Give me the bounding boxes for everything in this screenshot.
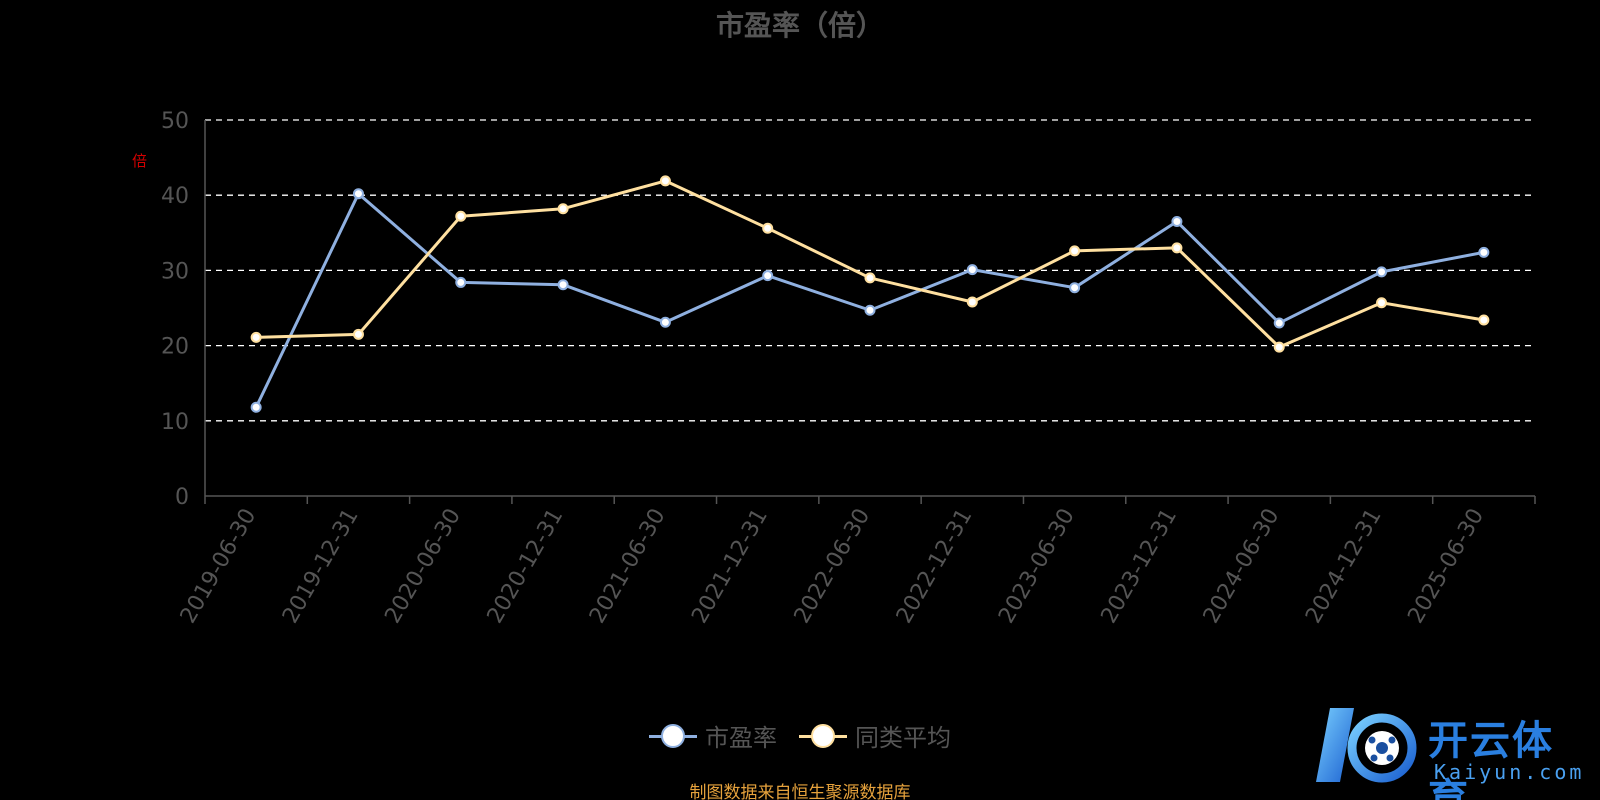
y-tick-label-40: 40 xyxy=(161,184,189,209)
kaiyun-logo-english-text: Kaiyun.com xyxy=(1434,760,1585,784)
chart-title: 市盈率（倍） xyxy=(715,9,884,42)
legend-dot-pe xyxy=(661,723,685,748)
y-tick-label-20: 20 xyxy=(161,335,189,360)
y-tick-label-30: 30 xyxy=(161,259,189,284)
data-point-peer-average-2025-06-30 xyxy=(1478,314,1490,326)
data-point-peer-average-2023-12-31 xyxy=(1171,242,1183,254)
data-point-pe-2023-12-31 xyxy=(1171,216,1183,228)
x-tick-label-2019-12-31: 2019-12-31 xyxy=(278,505,364,628)
legend-dot-peer-average xyxy=(811,723,835,748)
x-tick-label-2021-06-30: 2021-06-30 xyxy=(585,505,671,628)
data-point-pe-2019-06-30 xyxy=(250,401,262,413)
y-tick-label-10: 10 xyxy=(161,410,189,435)
x-tick-label-2024-06-30: 2024-06-30 xyxy=(1199,505,1285,628)
data-point-peer-average-2023-06-30 xyxy=(1069,245,1081,257)
data-point-pe-2019-12-31 xyxy=(352,188,364,200)
kaiyun-logo-chinese-text: 开云体育 xyxy=(1428,718,1554,800)
data-point-peer-average-2021-12-31 xyxy=(762,222,774,234)
data-point-peer-average-2020-12-31 xyxy=(557,203,569,215)
y-axis-unit-label: 倍 xyxy=(132,152,148,170)
x-tick-label-2022-06-30: 2022-06-30 xyxy=(790,505,876,628)
data-point-pe-2022-12-31 xyxy=(966,264,978,276)
data-point-peer-average-2024-06-30 xyxy=(1273,341,1285,353)
kaiyun-logo: 开云体育 Kaiyun.com xyxy=(1310,700,1590,800)
x-tick-label-2019-06-30: 2019-06-30 xyxy=(176,505,262,628)
x-tick-label-2025-06-30: 2025-06-30 xyxy=(1403,505,1489,628)
x-tick-label-2023-06-30: 2023-06-30 xyxy=(994,505,1080,628)
x-tick-label-2021-12-31: 2021-12-31 xyxy=(687,505,773,628)
data-point-peer-average-2024-12-31 xyxy=(1376,297,1388,309)
data-point-pe-2024-12-31 xyxy=(1376,266,1388,278)
legend-label-pe: 市盈率 xyxy=(705,724,777,752)
data-point-pe-2021-12-31 xyxy=(762,270,774,282)
data-point-peer-average-2019-06-30 xyxy=(250,331,262,343)
legend-symbol-pe xyxy=(649,723,697,748)
legend-item-peer-average[interactable]: 同类平均 xyxy=(799,718,951,753)
x-tick-label-2022-12-31: 2022-12-31 xyxy=(892,504,978,627)
data-point-pe-2023-06-30 xyxy=(1069,282,1081,294)
series-line-pe xyxy=(254,192,1485,408)
data-point-pe-2024-06-30 xyxy=(1273,317,1285,329)
x-tick-label-2024-12-31: 2024-12-31 xyxy=(1301,505,1387,628)
x-tick-label-2020-06-30: 2020-06-30 xyxy=(380,505,466,628)
data-point-pe-2022-06-30 xyxy=(864,304,876,316)
kaiyun-logo-icon xyxy=(1316,708,1417,783)
data-point-pe-2021-06-30 xyxy=(659,316,671,328)
x-tick-label-2023-12-31: 2023-12-31 xyxy=(1097,505,1183,628)
chart-legend: 市盈率 同类平均 xyxy=(0,718,1600,753)
data-point-pe-2020-06-30 xyxy=(455,276,467,288)
data-source-note: 制图数据来自恒生聚源数据库 xyxy=(689,783,911,800)
legend-item-pe[interactable]: 市盈率 xyxy=(649,718,777,753)
data-point-peer-average-2021-06-30 xyxy=(659,175,671,187)
data-point-peer-average-2019-12-31 xyxy=(352,328,364,340)
legend-symbol-peer-average xyxy=(799,723,847,748)
y-tick-label-50: 50 xyxy=(161,109,189,134)
data-point-peer-average-2022-06-30 xyxy=(864,272,876,284)
data-point-peer-average-2020-06-30 xyxy=(455,210,467,222)
data-point-pe-2025-06-30 xyxy=(1478,246,1490,258)
data-point-peer-average-2022-12-31 xyxy=(966,296,978,308)
legend-label-peer-average: 同类平均 xyxy=(855,724,951,752)
y-tick-label-0: 0 xyxy=(175,485,189,510)
x-tick-label-2020-12-31: 2020-12-31 xyxy=(483,505,569,628)
data-point-pe-2020-12-31 xyxy=(557,279,569,291)
